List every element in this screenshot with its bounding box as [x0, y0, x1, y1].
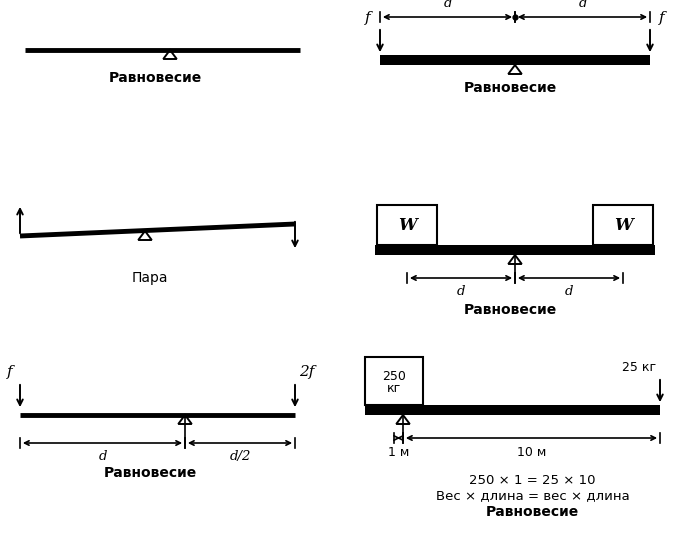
Text: кг: кг	[387, 382, 401, 395]
Bar	[593, 205, 653, 245]
Bar	[375, 245, 655, 255]
Bar	[365, 405, 660, 415]
Text: d/2: d/2	[229, 450, 251, 463]
Text: d: d	[443, 0, 452, 10]
Text: W: W	[614, 217, 632, 234]
Text: d: d	[98, 450, 106, 463]
Text: 25 кг: 25 кг	[622, 361, 656, 374]
Text: 1 м: 1 м	[388, 446, 409, 459]
Text: d: d	[578, 0, 587, 10]
Text: Равновесие: Равновесие	[464, 81, 557, 95]
Text: d: d	[457, 285, 465, 298]
Text: Равновесие: Равновесие	[108, 71, 202, 85]
Text: 2f: 2f	[299, 365, 314, 379]
Text: W: W	[398, 217, 416, 234]
Bar	[377, 205, 437, 245]
Text: 10 м: 10 м	[517, 446, 546, 459]
Text: Пара: Пара	[132, 271, 168, 285]
Text: f: f	[659, 11, 665, 25]
Text: f: f	[365, 11, 371, 25]
Text: Вес × длина = вес × длина: Вес × длина = вес × длина	[435, 489, 630, 502]
Text: 250: 250	[382, 370, 406, 382]
Bar	[365, 357, 423, 405]
Bar	[380, 55, 650, 65]
Text: Равновесие: Равновесие	[464, 303, 557, 317]
Text: Равновесие: Равновесие	[486, 505, 579, 519]
Text: Равновесие: Равновесие	[104, 466, 197, 480]
Text: 250 × 1 = 25 × 10: 250 × 1 = 25 × 10	[469, 474, 596, 487]
Text: f: f	[7, 365, 13, 379]
Text: d: d	[565, 285, 574, 298]
